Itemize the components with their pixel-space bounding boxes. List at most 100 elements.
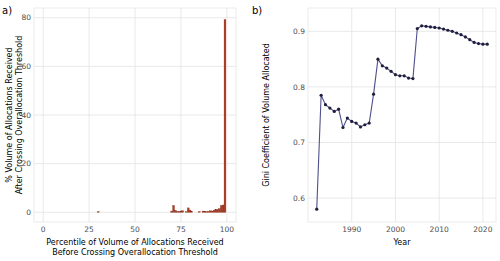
point: [320, 94, 323, 97]
bar: [217, 209, 219, 212]
grid-line: [34, 212, 236, 213]
bar: [202, 211, 204, 212]
y-tick-label: 0.6: [293, 194, 305, 203]
label-line: Gini Coefficient of Volume Allocated: [262, 43, 271, 187]
bar: [209, 211, 211, 212]
bar: [178, 211, 180, 213]
x-tick-label: 0: [41, 225, 46, 234]
point: [385, 66, 388, 69]
point: [473, 41, 476, 44]
plot-frame: [308, 8, 496, 222]
grid-line: [395, 8, 396, 222]
y-axis-label: % Volume of Allocations ReceivedAfter Cr…: [5, 36, 24, 195]
panel: 19902000201020200.60.70.80.9b)YearGini C…: [252, 5, 496, 247]
point: [368, 121, 371, 124]
label-line: % Volume of Allocations Received: [5, 47, 14, 182]
bar: [224, 20, 226, 213]
bar: [213, 210, 215, 212]
grid-line: [34, 66, 236, 67]
label-line: After Crossing Overallocation Threshold: [15, 36, 24, 195]
bar: [182, 211, 184, 212]
bar: [174, 210, 176, 212]
label-line: Before Crossing Overallocation Threshold: [52, 248, 218, 257]
point: [350, 120, 353, 123]
x-tick-label: 2010: [430, 225, 449, 234]
point: [381, 64, 384, 67]
y-tick-label: 0: [26, 208, 31, 217]
point: [341, 126, 344, 129]
bar: [215, 210, 217, 212]
y-axis-label: Gini Coefficient of Volume Allocated: [262, 43, 271, 187]
bar: [208, 211, 210, 213]
grid-line: [34, 163, 236, 164]
line: [317, 26, 488, 209]
point: [354, 121, 357, 124]
point: [424, 25, 427, 28]
point: [416, 27, 419, 30]
point: [442, 28, 445, 31]
point: [389, 70, 392, 73]
point: [333, 110, 336, 113]
bar: [189, 210, 191, 212]
bar: [176, 211, 178, 213]
panel-title: b): [252, 5, 262, 16]
x-tick-label: 75: [176, 225, 186, 234]
grid-line: [308, 142, 496, 143]
y-tick-label: 0.7: [293, 138, 305, 147]
label-line: Year: [393, 238, 412, 247]
grid-line: [482, 8, 483, 222]
data-group: [97, 20, 226, 213]
point: [429, 25, 432, 28]
grid-line: [308, 31, 496, 32]
point: [468, 38, 471, 41]
bar: [187, 208, 189, 212]
y-tick-label: 0.8: [293, 83, 305, 92]
point: [407, 76, 410, 79]
grid-line: [34, 115, 236, 116]
point: [486, 43, 489, 46]
point: [459, 33, 462, 36]
bar: [180, 211, 182, 212]
y-tick-label: 0.9: [293, 27, 305, 36]
grid-line: [308, 198, 496, 199]
bar: [206, 211, 208, 213]
grid-line: [439, 8, 440, 222]
point: [324, 103, 327, 106]
grid-line: [308, 86, 496, 87]
panel: 0255075100020406080a)Percentile of Volum…: [2, 5, 236, 257]
bar: [220, 205, 222, 212]
grid-line: [34, 17, 236, 18]
plot-frame: [34, 8, 236, 222]
bar: [97, 211, 99, 213]
x-tick-label: 2020: [473, 225, 492, 234]
x-axis-label: Percentile of Volume of Allocations Rece…: [46, 238, 223, 257]
point: [372, 93, 375, 96]
point: [394, 73, 397, 76]
point: [363, 123, 366, 126]
bar: [191, 211, 193, 213]
point: [481, 43, 484, 46]
point: [398, 74, 401, 77]
point: [376, 58, 379, 61]
point: [403, 74, 406, 77]
bar: [219, 209, 221, 213]
point: [464, 35, 467, 38]
data-group: [315, 24, 489, 211]
y-tick-label: 80: [21, 13, 31, 22]
x-tick-label: 50: [130, 225, 140, 234]
bar: [204, 211, 206, 213]
point: [346, 116, 349, 119]
point: [328, 106, 331, 109]
bar: [186, 211, 188, 213]
x-tick-label: 2000: [386, 225, 405, 234]
point: [451, 30, 454, 33]
point: [446, 29, 449, 32]
figure: 0255075100020406080a)Percentile of Volum…: [0, 0, 500, 261]
point: [359, 125, 362, 128]
point: [438, 26, 441, 29]
point: [433, 26, 436, 29]
x-axis-label: Year: [393, 238, 412, 247]
bar: [222, 205, 224, 212]
point: [411, 77, 414, 80]
point: [477, 42, 480, 45]
